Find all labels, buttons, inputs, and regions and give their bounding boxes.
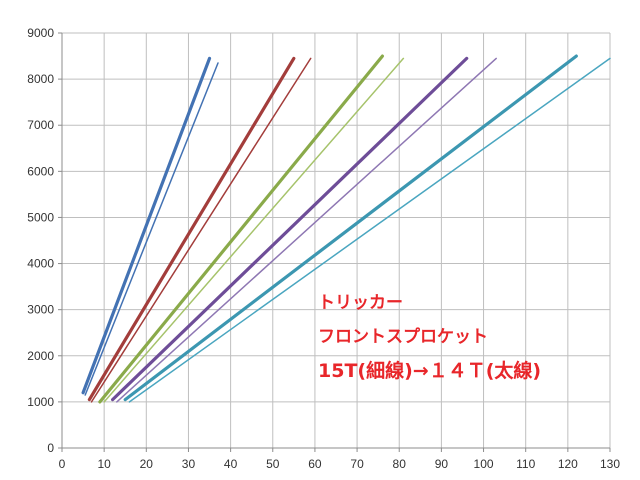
annotation-legend-note: 15T(細線)→１４Ｔ(太線) xyxy=(318,360,542,382)
series-line-10 xyxy=(128,57,611,403)
y-tick-label: 0 xyxy=(47,441,54,455)
y-tick-label: 6000 xyxy=(27,164,54,178)
x-tick-label: 10 xyxy=(97,457,111,471)
y-tick-label: 2000 xyxy=(27,349,54,363)
series-line-6 xyxy=(103,57,405,403)
x-tick-label: 60 xyxy=(308,457,322,471)
x-tick-label: 120 xyxy=(558,457,578,471)
x-tick-label: 110 xyxy=(516,457,535,471)
series-line-7 xyxy=(110,56,469,402)
x-tick-label: 50 xyxy=(266,457,280,471)
annotation-title: トリッカー xyxy=(318,293,403,313)
data-series xyxy=(81,54,611,404)
y-tick-label: 1000 xyxy=(27,395,54,409)
y-tick-label: 8000 xyxy=(27,72,54,86)
x-tick-label: 130 xyxy=(600,457,620,471)
y-tick-label: 7000 xyxy=(27,118,54,132)
series-line-3 xyxy=(87,56,296,402)
x-tick-label: 80 xyxy=(393,457,407,471)
y-tick-label: 4000 xyxy=(27,257,54,271)
x-tick-label: 0 xyxy=(59,457,66,471)
series-line-1 xyxy=(81,56,212,395)
x-tick-label: 30 xyxy=(182,457,196,471)
x-tick-label: 20 xyxy=(140,457,154,471)
y-tick-label: 9000 xyxy=(27,26,54,40)
tick-labels: 0 1000 2000 3000 4000 5000 6000 7000 8000 9000 0 10… xyxy=(27,26,620,471)
series-line-4 xyxy=(90,57,312,403)
series-line-2 xyxy=(84,62,219,396)
series-line-5 xyxy=(98,54,384,404)
series-line-8 xyxy=(116,57,497,403)
x-tick-label: 100 xyxy=(474,457,494,471)
x-tick-label: 70 xyxy=(350,457,364,471)
x-tick-label: 90 xyxy=(435,457,449,471)
axes xyxy=(58,32,611,452)
x-tick-label: 40 xyxy=(224,457,238,471)
series-line-9 xyxy=(123,54,578,402)
annotation-subtitle: フロントスプロケット xyxy=(318,327,488,347)
y-tick-label: 5000 xyxy=(27,210,54,224)
y-tick-label: 3000 xyxy=(27,303,54,317)
